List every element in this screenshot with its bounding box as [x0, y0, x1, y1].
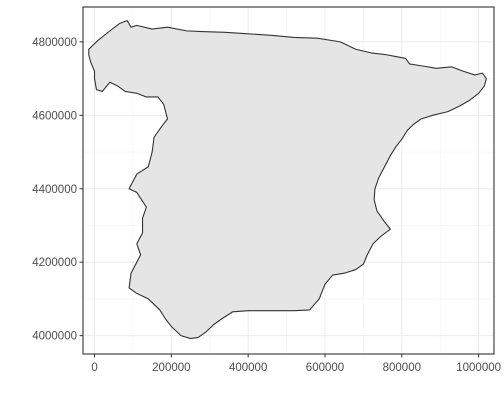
y-tick-label: 4400000: [32, 184, 77, 196]
y-tick-label: 4000000: [32, 331, 77, 343]
x-tick-label: 0: [91, 362, 97, 374]
spain-region-outline: [88, 20, 487, 340]
panel-border: [82, 6, 495, 355]
x-axis: 0 200000 400000 600000 800000 1000000: [91, 354, 501, 374]
y-axis: 4000000 4200000 4400000 4600000 4800000: [32, 37, 83, 343]
x-tick-label: 400000: [229, 362, 267, 374]
y-tick-label: 4600000: [32, 110, 77, 122]
x-tick-label: 600000: [306, 362, 344, 374]
y-tick-label: 4800000: [32, 37, 77, 49]
y-tick-label: 4200000: [32, 257, 77, 269]
x-tick-label: 200000: [152, 362, 190, 374]
x-tick-label: 1000000: [456, 362, 501, 374]
x-tick-label: 800000: [383, 362, 421, 374]
